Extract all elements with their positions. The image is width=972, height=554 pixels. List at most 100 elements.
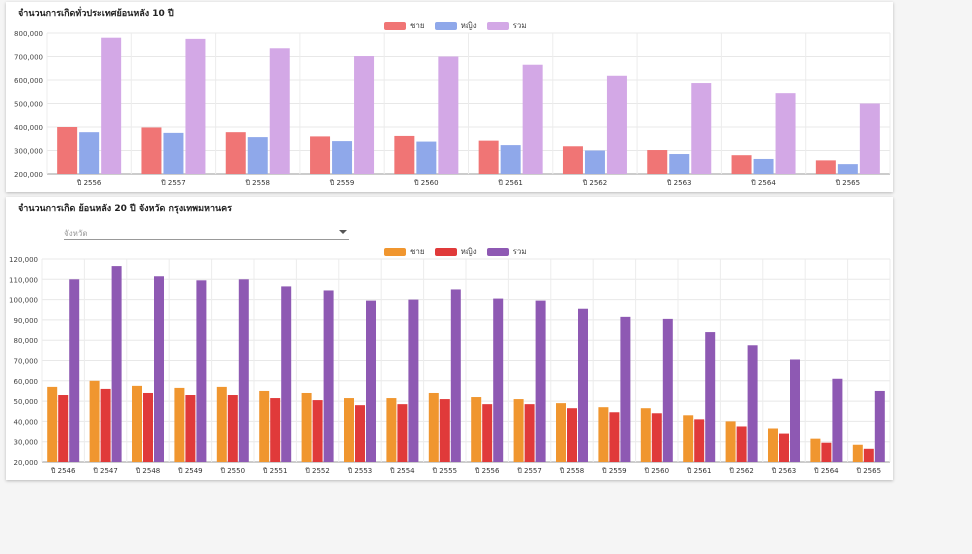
bar-male[interactable] (89, 380, 100, 462)
bar-male[interactable] (471, 397, 482, 462)
bar-total[interactable] (535, 300, 546, 462)
bar-total[interactable] (747, 345, 758, 462)
bar-total[interactable] (859, 103, 880, 175)
bar-male[interactable] (225, 132, 246, 174)
bar-total[interactable] (281, 286, 292, 462)
bar-male[interactable] (598, 407, 609, 462)
bar-total[interactable] (450, 289, 461, 462)
bar-male[interactable] (47, 386, 58, 462)
bar-male[interactable] (141, 127, 162, 174)
x-tick-label: ปี 2557 (161, 179, 186, 187)
bar-male[interactable] (216, 386, 227, 462)
bar-total[interactable] (238, 279, 249, 462)
bar-total[interactable] (705, 332, 716, 462)
bar-male[interactable] (556, 403, 566, 462)
bar-female[interactable] (185, 395, 196, 462)
legend-item-total[interactable]: รวม (486, 245, 527, 258)
bar-total[interactable] (790, 359, 800, 462)
legend-item-male[interactable]: ชาย (384, 245, 425, 258)
bar-male[interactable] (683, 415, 694, 462)
bar-total[interactable] (775, 93, 796, 174)
bar-total[interactable] (269, 48, 290, 174)
bar-female[interactable] (482, 404, 493, 462)
bar-female[interactable] (821, 442, 832, 462)
legend-label-total: รวม (512, 247, 527, 256)
bar-male[interactable] (513, 399, 524, 462)
bar-male[interactable] (852, 444, 863, 462)
bar-female[interactable] (524, 404, 535, 462)
bar-female[interactable] (416, 141, 437, 174)
bar-male[interactable] (478, 140, 499, 174)
bar-female[interactable] (355, 405, 365, 462)
bar-total[interactable] (323, 290, 334, 462)
bar-total[interactable] (408, 299, 419, 462)
bar-female[interactable] (397, 404, 408, 462)
bar-male[interactable] (386, 398, 397, 462)
bar-total[interactable] (154, 276, 164, 462)
bar-male[interactable] (725, 421, 736, 462)
bar-total[interactable] (354, 56, 375, 174)
bar-total[interactable] (101, 37, 122, 175)
bar-female[interactable] (312, 400, 323, 462)
bar-female[interactable] (837, 164, 858, 174)
bar-male[interactable] (562, 146, 583, 174)
bar-female[interactable] (567, 408, 577, 462)
bar-male[interactable] (640, 408, 651, 462)
bar-female[interactable] (143, 392, 153, 462)
bar-male[interactable] (647, 150, 668, 174)
bar-female[interactable] (58, 395, 69, 462)
legend-item-female[interactable]: หญิง (434, 19, 477, 32)
bar-total[interactable] (438, 56, 459, 175)
province-select[interactable]: จังหวัด (64, 225, 349, 240)
bar-female[interactable] (500, 145, 521, 174)
bar-female[interactable] (227, 395, 238, 462)
bar-total[interactable] (691, 83, 712, 174)
bar-male[interactable] (301, 392, 312, 462)
bar-male[interactable] (810, 438, 821, 462)
bar-total[interactable] (578, 308, 588, 462)
bar-total[interactable] (111, 266, 122, 462)
bar-total[interactable] (620, 316, 631, 462)
bar-total[interactable] (69, 279, 80, 462)
bar-male[interactable] (428, 392, 439, 462)
bar-female[interactable] (163, 132, 184, 174)
bar-total[interactable] (832, 378, 843, 462)
bar-female[interactable] (694, 419, 705, 462)
bar-total[interactable] (662, 318, 673, 462)
bar-female[interactable] (609, 412, 620, 462)
bar-female[interactable] (753, 158, 774, 174)
bar-male[interactable] (731, 155, 752, 174)
bar-male[interactable] (57, 127, 78, 174)
bar-male[interactable] (132, 385, 142, 462)
bar-total[interactable] (366, 300, 376, 462)
bar-male[interactable] (768, 428, 778, 462)
bar-male[interactable] (174, 387, 185, 462)
bar-female[interactable] (779, 433, 789, 462)
legend-item-male[interactable]: ชาย (384, 19, 425, 32)
bar-female[interactable] (669, 154, 690, 174)
chevron-down-icon[interactable] (339, 230, 347, 234)
bar-female[interactable] (584, 150, 605, 175)
bar-male[interactable] (815, 160, 836, 174)
bar-female[interactable] (79, 132, 100, 174)
bar-total[interactable] (185, 38, 206, 174)
bar-female[interactable] (270, 398, 281, 462)
bar-female[interactable] (332, 141, 353, 174)
bar-male[interactable] (259, 390, 270, 462)
bar-total[interactable] (493, 298, 504, 462)
legend-item-female[interactable]: หญิง (434, 245, 477, 258)
bar-male[interactable] (394, 135, 415, 174)
bar-female[interactable] (651, 413, 662, 462)
bar-female[interactable] (247, 137, 268, 174)
bar-female[interactable] (439, 399, 450, 462)
bar-total[interactable] (196, 280, 207, 462)
bar-male[interactable] (344, 398, 354, 462)
legend-item-total[interactable]: รวม (486, 19, 527, 32)
bar-total[interactable] (606, 75, 627, 174)
bar-female[interactable] (100, 388, 111, 462)
bar-total[interactable] (874, 390, 885, 462)
bar-total[interactable] (522, 64, 543, 174)
bar-female[interactable] (736, 426, 747, 462)
bar-male[interactable] (310, 136, 331, 174)
bar-female[interactable] (863, 448, 874, 462)
